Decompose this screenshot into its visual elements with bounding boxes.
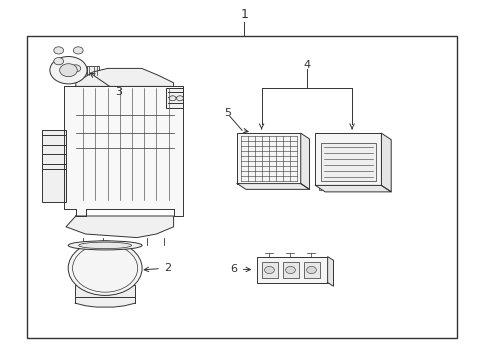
Text: 2: 2 (144, 263, 171, 273)
Bar (75, 285, 135, 297)
Bar (319, 185, 329, 190)
Circle shape (50, 57, 87, 84)
Polygon shape (237, 184, 309, 189)
Text: 5: 5 (224, 108, 230, 118)
Polygon shape (381, 133, 390, 192)
Polygon shape (315, 185, 390, 192)
Bar (315, 133, 381, 185)
Circle shape (264, 266, 274, 274)
Bar (256, 257, 327, 283)
Text: 6: 6 (230, 264, 237, 274)
Polygon shape (327, 257, 333, 286)
Polygon shape (300, 133, 309, 189)
Bar (367, 185, 378, 190)
Text: 3: 3 (90, 73, 122, 98)
Bar (303, 262, 319, 278)
Polygon shape (76, 68, 173, 86)
Circle shape (60, 64, 77, 77)
Bar (261, 262, 277, 278)
Text: 1: 1 (240, 8, 248, 21)
Bar (41, 169, 66, 202)
Polygon shape (75, 297, 135, 307)
Text: 4: 4 (303, 60, 310, 70)
Polygon shape (66, 216, 173, 238)
Bar (282, 262, 298, 278)
Circle shape (54, 58, 63, 65)
Ellipse shape (68, 241, 142, 250)
Polygon shape (63, 86, 183, 216)
Bar (237, 133, 300, 184)
Circle shape (54, 47, 63, 54)
Circle shape (285, 266, 295, 274)
Circle shape (73, 47, 83, 54)
Bar (27, 36, 456, 338)
Bar (321, 143, 375, 181)
Bar (166, 88, 183, 108)
Circle shape (71, 65, 81, 72)
Bar (87, 66, 99, 76)
Ellipse shape (68, 241, 142, 296)
Circle shape (169, 96, 176, 101)
Bar (41, 130, 66, 169)
Circle shape (176, 96, 183, 101)
Circle shape (306, 266, 316, 274)
Ellipse shape (79, 242, 131, 249)
